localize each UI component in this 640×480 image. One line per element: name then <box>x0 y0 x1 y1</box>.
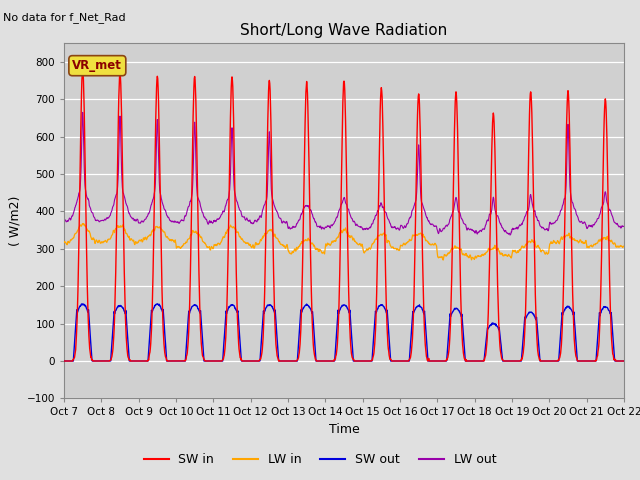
Legend: SW in, LW in, SW out, LW out: SW in, LW in, SW out, LW out <box>138 448 502 471</box>
Text: VR_met: VR_met <box>72 59 122 72</box>
Y-axis label: ( W/m2): ( W/m2) <box>8 196 21 246</box>
X-axis label: Time: Time <box>328 423 360 436</box>
Text: No data for f_Net_Rad: No data for f_Net_Rad <box>3 12 126 23</box>
Title: Short/Long Wave Radiation: Short/Long Wave Radiation <box>241 23 447 38</box>
